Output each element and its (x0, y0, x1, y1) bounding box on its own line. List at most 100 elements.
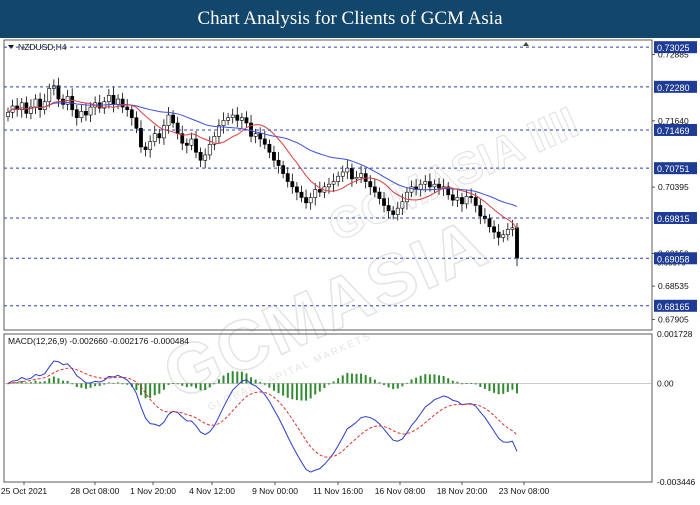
macd-hist-bar (195, 383, 198, 389)
title-bar: Chart Analysis for Clients of GCM Asia (0, 0, 700, 38)
macd-hist-bar (373, 379, 376, 384)
candle-body (460, 197, 464, 205)
macd-hist-bar (419, 375, 422, 384)
macd-tick-label: 0.00 (657, 378, 674, 388)
chart-svg: 0.728850.716400.703950.691500.685350.679… (1, 39, 697, 496)
macd-hist-bar (176, 383, 179, 385)
macd-hist-bar (305, 383, 308, 401)
candle-body (152, 133, 157, 142)
macd-hist-bar (263, 383, 266, 385)
x-tick-label: 1 Nov 20:00 (130, 486, 176, 496)
macd-hist-bar (204, 383, 207, 391)
candle-body (239, 117, 244, 121)
macd-hist-bar (456, 381, 459, 384)
macd-hist-bar (172, 383, 175, 384)
x-tick-label: 23 Nov 08:00 (499, 486, 550, 496)
candle-body (29, 106, 33, 114)
candle-body (212, 136, 217, 145)
price-panel: 0.728850.716400.703950.691500.685350.679… (3, 39, 689, 331)
candle-body (290, 181, 295, 188)
macd-hist-bar (442, 376, 445, 384)
macd-hist-bar (98, 383, 101, 386)
macd-hist-bar (424, 374, 427, 384)
price-tick-label: 0.71640 (658, 116, 689, 126)
macd-hist-bar (39, 381, 42, 384)
macd-hist-bar (135, 383, 138, 391)
macd-hist-bar (7, 383, 9, 385)
candle-body (253, 133, 258, 137)
macd-hist-bar (291, 383, 294, 400)
macd-hist-bar (48, 378, 51, 384)
macd-hist-bar (126, 383, 129, 385)
ma-slow-line (7, 102, 518, 208)
macd-hist-bar (20, 381, 23, 384)
candle-body (478, 205, 483, 217)
candle-body (194, 138, 198, 153)
macd-hist-bar (392, 383, 395, 390)
candle-body (368, 181, 373, 188)
macd-hist-bar (337, 378, 340, 384)
candle-body (180, 133, 185, 144)
macd-hist-bar (497, 383, 500, 395)
candle-body (427, 181, 432, 188)
candle-body (308, 197, 313, 204)
macd-hist-bar (396, 383, 399, 389)
macd-panel-border (3, 333, 653, 483)
candle-body (285, 173, 290, 182)
candle-body (455, 197, 460, 201)
macd-hist-bar (240, 371, 243, 384)
level-label: 0.71469 (657, 126, 690, 136)
macd-hist-bar (438, 375, 441, 384)
candle-body (281, 165, 286, 174)
candle-body (125, 106, 130, 111)
macd-hist-bar (465, 383, 468, 385)
candle-body (409, 186, 414, 193)
ma-fast-line (7, 99, 518, 229)
candle-body (391, 210, 396, 215)
macd-hist-bar (332, 381, 335, 384)
candle-body (395, 207, 400, 215)
level-label: 0.69058 (657, 254, 690, 264)
level-label-bg (654, 80, 697, 93)
macd-hist-bar (158, 383, 161, 394)
macd-hist-bar (181, 383, 184, 386)
macd-hist-bar (153, 383, 156, 396)
x-tick-label: 4 Nov 12:00 (189, 486, 235, 496)
macd-hist-bar (488, 383, 491, 392)
level-label: 0.68165 (657, 302, 690, 312)
macd-hist-bar (309, 383, 312, 399)
x-tick-label: 25 Oct 2021 (1, 486, 48, 496)
x-tick-label: 28 Oct 08:00 (71, 486, 120, 496)
macd-hist-bar (11, 382, 14, 384)
candle-body (386, 205, 391, 212)
macd-hist-bar (483, 383, 486, 389)
candle-body (336, 175, 341, 182)
candle-body (469, 196, 474, 198)
candle-body (203, 154, 208, 161)
candle-body (162, 125, 166, 139)
macd-hist-bar (52, 376, 55, 384)
macd-hist-bar (222, 375, 225, 384)
macd-hist-bar (16, 382, 19, 384)
macd-hist-bar (227, 372, 230, 384)
candle-body (350, 167, 354, 180)
candle-body (139, 128, 143, 148)
macd-hist-bar (369, 377, 372, 384)
macd-hist-bar (295, 383, 298, 401)
macd-hist-bar (318, 383, 321, 392)
candle-body (437, 183, 441, 189)
price-tick-label: 0.68535 (658, 281, 689, 291)
candle-body (148, 141, 153, 150)
candle-body (446, 186, 451, 196)
candle-body (226, 117, 231, 121)
candle-body (258, 133, 263, 140)
macd-hist-bar (470, 383, 473, 384)
macd-hist-bar (107, 382, 110, 384)
candle-body (120, 98, 125, 108)
candle-body (501, 234, 506, 238)
macd-hist-bar (236, 371, 239, 384)
macd-hist-bar (217, 379, 220, 384)
macd-hist-bar (29, 382, 32, 384)
macd-hist-bar (346, 372, 349, 384)
x-tick-label: 11 Nov 16:00 (313, 486, 363, 496)
